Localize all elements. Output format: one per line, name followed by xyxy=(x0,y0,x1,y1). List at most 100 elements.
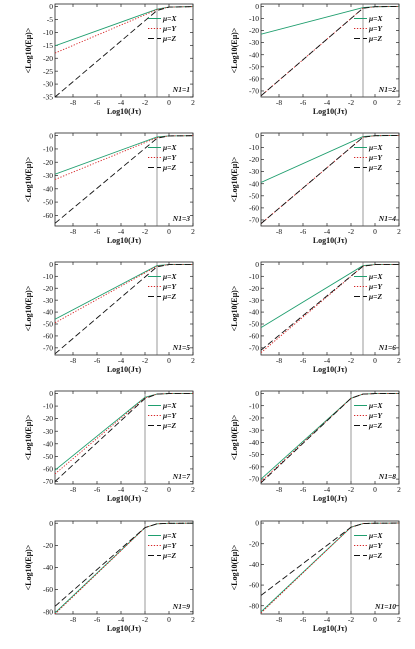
x-tick-label: 2 xyxy=(397,485,401,494)
plot-frame xyxy=(260,132,400,227)
y-tick-label: -30 xyxy=(43,80,53,89)
x-tick-label: -6 xyxy=(300,356,306,365)
legend-entry: μ=Y xyxy=(368,282,383,291)
legend: μ=Xμ=Yμ=Z xyxy=(148,531,177,560)
y-tick-label: -40 xyxy=(249,438,259,447)
y-axis-label: <Log10(Eμ)> xyxy=(230,414,239,460)
plot-frame xyxy=(260,520,400,615)
y-tick-label: -30 xyxy=(43,427,53,436)
series-line-3 xyxy=(55,6,193,97)
y-tick-label: -70 xyxy=(249,343,259,352)
legend-entry: μ=Z xyxy=(162,34,176,43)
x-tick-label: 0 xyxy=(373,98,377,107)
y-tick-label: -60 xyxy=(249,74,259,83)
legend-entry: μ=Y xyxy=(368,411,383,420)
series-line-2 xyxy=(55,393,193,475)
panel-label: N1=10 xyxy=(374,602,396,611)
y-tick-label: -40 xyxy=(43,308,53,317)
x-tick-label: -4 xyxy=(118,356,124,365)
panel-label: N1=8 xyxy=(378,472,396,481)
y-tick-label: -20 xyxy=(249,26,259,35)
legend-entry: μ=Z xyxy=(162,163,176,172)
y-tick-label: 0 xyxy=(255,2,259,11)
x-axis-label: Log10(Jτ) xyxy=(313,365,348,374)
y-axis-label: <Log10(Eμ)> xyxy=(230,544,239,590)
y-tick-label: -60 xyxy=(249,332,259,341)
legend-entry: μ=Y xyxy=(368,153,383,162)
legend-entry: μ=Y xyxy=(162,24,177,33)
x-tick-label: -8 xyxy=(276,98,282,107)
y-tick-label: -80 xyxy=(249,601,259,610)
x-tick-label: 2 xyxy=(397,615,401,624)
y-tick-label: -35 xyxy=(43,93,53,102)
y-tick-label: -5 xyxy=(47,15,53,24)
x-tick-label: -4 xyxy=(118,98,124,107)
x-axis-label: Log10(Jτ) xyxy=(107,107,142,116)
x-tick-label: 2 xyxy=(191,356,195,365)
legend: μ=Xμ=Yμ=Z xyxy=(148,143,177,172)
legend-entry: μ=Z xyxy=(162,551,176,560)
series-line-2 xyxy=(55,522,193,614)
y-tick-label: -70 xyxy=(43,343,53,352)
x-tick-label: -4 xyxy=(118,615,124,624)
x-tick-label: 0 xyxy=(167,615,171,624)
y-tick-label: -40 xyxy=(249,560,259,569)
x-tick-label: -8 xyxy=(276,615,282,624)
y-tick-label: -10 xyxy=(249,143,259,152)
y-axis-label: <Log10(Eμ)> xyxy=(230,27,239,73)
x-tick-label: 0 xyxy=(167,485,171,494)
x-tick-label: -8 xyxy=(276,485,282,494)
y-tick-label: -60 xyxy=(249,203,259,212)
panel-label: N1=7 xyxy=(172,472,190,481)
y-tick-label: -60 xyxy=(43,585,53,594)
plot-frame xyxy=(260,261,400,356)
y-tick-label: -20 xyxy=(249,284,259,293)
y-tick-label: -20 xyxy=(249,155,259,164)
y-tick-label: -40 xyxy=(43,563,53,572)
chart-panel-6: -8 -6 -4 -2 0 20-10-20-30-40-50-60-70μ=Xμ=Yμ=… xyxy=(230,260,401,374)
legend: μ=Xμ=Yμ=Z xyxy=(354,531,383,560)
x-tick-label: 2 xyxy=(397,98,401,107)
legend-entry: μ=Y xyxy=(162,411,177,420)
x-tick-label: -2 xyxy=(142,615,148,624)
panel-label: N1=9 xyxy=(172,602,190,611)
legend-entry: μ=X xyxy=(368,401,383,410)
y-tick-label: -25 xyxy=(43,67,53,76)
x-tick-label: -4 xyxy=(324,98,330,107)
legend-entry: μ=Y xyxy=(162,153,177,162)
x-tick-label: -4 xyxy=(324,615,330,624)
y-tick-label: -30 xyxy=(249,38,259,47)
y-tick-label: -60 xyxy=(43,332,53,341)
legend: μ=Xμ=Yμ=Z xyxy=(354,272,383,301)
x-tick-label: 0 xyxy=(373,227,377,236)
series-line-3 xyxy=(55,263,193,355)
y-axis-label: <Log10(Eμ)> xyxy=(230,156,239,202)
legend-entry: μ=X xyxy=(162,401,177,410)
legend: μ=Xμ=Yμ=Z xyxy=(354,401,383,430)
x-tick-label: -2 xyxy=(142,356,148,365)
y-tick-label: -20 xyxy=(43,284,53,293)
x-tick-label: -4 xyxy=(324,356,330,365)
panel-label: N1=6 xyxy=(378,343,396,352)
y-tick-label: -10 xyxy=(249,14,259,23)
x-tick-label: -2 xyxy=(348,485,354,494)
x-tick-label: -6 xyxy=(94,485,100,494)
x-tick-label: -6 xyxy=(94,227,100,236)
series-line-3 xyxy=(261,522,399,596)
legend-entry: μ=X xyxy=(162,272,177,281)
x-tick-label: 2 xyxy=(397,227,401,236)
y-tick-label: 0 xyxy=(255,260,259,269)
x-tick-label: -6 xyxy=(94,356,100,365)
x-tick-label: -6 xyxy=(94,615,100,624)
y-tick-label: -10 xyxy=(43,272,53,281)
x-tick-label: 0 xyxy=(373,485,377,494)
y-tick-label: -70 xyxy=(43,477,53,486)
y-tick-label: -20 xyxy=(43,541,53,550)
legend-entry: μ=Z xyxy=(368,292,382,301)
x-tick-label: 0 xyxy=(167,98,171,107)
x-tick-label: -6 xyxy=(300,615,306,624)
legend-entry: μ=X xyxy=(162,14,177,23)
chart-panel-3: -8 -6 -4 -2 0 20-10-20-30-40-50-60μ=Xμ=Yμ=ZN1… xyxy=(24,131,195,245)
x-axis-label: Log10(Jτ) xyxy=(313,236,348,245)
